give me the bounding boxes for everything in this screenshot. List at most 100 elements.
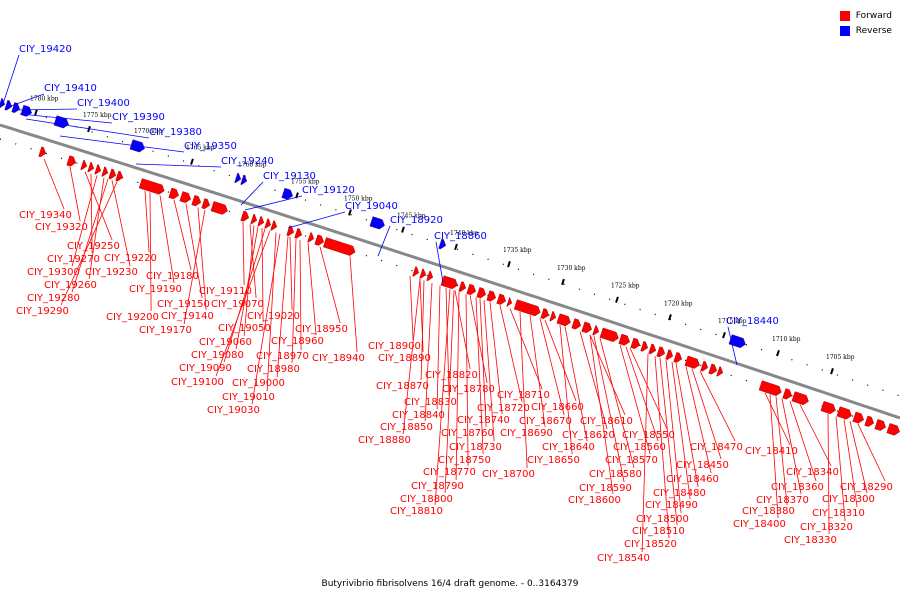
forward-gene-label[interactable]: CIY_18490 <box>645 500 698 511</box>
reverse-gene-label[interactable]: CIY_19040 <box>345 201 398 212</box>
forward-gene-label[interactable]: CIY_18700 <box>482 469 535 480</box>
forward-gene-block[interactable] <box>323 237 357 256</box>
forward-gene-label[interactable]: CIY_18360 <box>771 482 824 493</box>
forward-gene-label[interactable]: CIY_19000 <box>232 378 285 389</box>
forward-gene-block[interactable] <box>540 308 551 320</box>
forward-gene-block[interactable] <box>138 178 166 196</box>
forward-gene-block[interactable] <box>264 218 273 230</box>
forward-gene-label[interactable]: CIY_19030 <box>207 405 260 416</box>
forward-gene-block[interactable] <box>506 296 514 308</box>
forward-gene-block[interactable] <box>513 299 542 318</box>
forward-gene-label[interactable]: CIY_19290 <box>16 306 69 317</box>
forward-gene-block[interactable] <box>700 360 710 372</box>
reverse-gene-block[interactable] <box>4 99 14 111</box>
forward-gene-block[interactable] <box>791 391 810 407</box>
reverse-gene-label[interactable]: CIY_19350 <box>184 141 237 152</box>
forward-gene-label[interactable]: CIY_18780 <box>442 384 495 395</box>
forward-gene-block[interactable] <box>426 270 435 282</box>
forward-gene-label[interactable]: CIY_18450 <box>676 460 729 471</box>
forward-gene-block[interactable] <box>94 164 103 175</box>
forward-gene-label[interactable]: CIY_18520 <box>624 539 677 550</box>
forward-gene-label[interactable]: CIY_18970 <box>256 351 309 362</box>
forward-gene-label[interactable]: CIY_18660 <box>531 402 584 413</box>
forward-gene-label[interactable]: CIY_19200 <box>106 312 159 323</box>
forward-gene-label[interactable]: CIY_18900 <box>368 341 421 352</box>
reverse-gene-label[interactable]: CIY_19410 <box>44 83 97 94</box>
forward-gene-label[interactable]: CIY_18690 <box>500 428 553 439</box>
forward-gene-block[interactable] <box>179 191 193 204</box>
forward-gene-label[interactable]: CIY_18550 <box>622 430 675 441</box>
forward-gene-label[interactable]: CIY_19190 <box>129 284 182 295</box>
forward-gene-label[interactable]: CIY_18510 <box>632 526 685 537</box>
forward-gene-label[interactable]: CIY_18820 <box>425 370 478 381</box>
forward-gene-block[interactable] <box>716 366 725 377</box>
reverse-gene-block[interactable] <box>240 174 249 186</box>
forward-gene-block[interactable] <box>656 346 667 359</box>
legend-reverse[interactable]: Reverse <box>839 23 892 38</box>
forward-gene-label[interactable]: CIY_18750 <box>438 455 491 466</box>
forward-gene-label[interactable]: CIY_19300 <box>27 267 80 278</box>
forward-gene-label[interactable]: CIY_18790 <box>411 481 464 492</box>
forward-gene-label[interactable]: CIY_19170 <box>139 325 192 336</box>
forward-gene-block[interactable] <box>270 220 279 232</box>
forward-gene-label[interactable]: CIY_19320 <box>35 222 88 233</box>
forward-gene-label[interactable]: CIY_19070 <box>211 299 264 310</box>
forward-gene-label[interactable]: CIY_18800 <box>400 494 453 505</box>
forward-gene-label[interactable]: CIY_19110 <box>199 286 252 297</box>
forward-gene-block[interactable] <box>307 232 316 243</box>
forward-gene-label[interactable]: CIY_18480 <box>653 488 706 499</box>
forward-gene-label[interactable]: CIY_18410 <box>745 446 798 457</box>
forward-gene-block[interactable] <box>864 415 876 428</box>
forward-gene-label[interactable]: CIY_19060 <box>199 337 252 348</box>
forward-gene-label[interactable]: CIY_18720 <box>477 403 530 414</box>
forward-gene-block[interactable] <box>440 275 459 290</box>
reverse-gene-label[interactable]: CIY_19420 <box>19 44 72 55</box>
forward-gene-label[interactable]: CIY_18710 <box>497 390 550 401</box>
forward-gene-label[interactable]: CIY_18340 <box>786 467 839 478</box>
forward-gene-label[interactable]: CIY_18290 <box>840 482 893 493</box>
forward-gene-block[interactable] <box>852 411 866 425</box>
forward-gene-block[interactable] <box>412 266 421 277</box>
forward-gene-block[interactable] <box>466 283 478 296</box>
forward-gene-label[interactable]: CIY_18540 <box>597 553 650 564</box>
forward-gene-label[interactable]: CIY_18760 <box>441 428 494 439</box>
forward-gene-block[interactable] <box>640 341 650 352</box>
reverse-gene-label[interactable]: CIY_19380 <box>149 127 202 138</box>
forward-gene-block[interactable] <box>836 406 853 421</box>
forward-gene-block[interactable] <box>108 168 118 180</box>
forward-gene-label[interactable]: CIY_18650 <box>527 455 580 466</box>
forward-gene-label[interactable]: CIY_19100 <box>171 377 224 388</box>
forward-gene-label[interactable]: CIY_19280 <box>27 293 80 304</box>
reverse-gene-label[interactable]: CIY_18920 <box>390 215 443 226</box>
forward-gene-block[interactable] <box>758 380 783 397</box>
forward-gene-label[interactable]: CIY_19180 <box>146 271 199 282</box>
forward-gene-block[interactable] <box>38 146 48 158</box>
forward-gene-block[interactable] <box>630 337 642 350</box>
forward-gene-label[interactable]: CIY_18960 <box>271 336 324 347</box>
forward-gene-label[interactable]: CIY_18880 <box>358 435 411 446</box>
forward-gene-label[interactable]: CIY_18730 <box>449 442 502 453</box>
forward-gene-block[interactable] <box>201 198 212 210</box>
forward-gene-block[interactable] <box>294 228 304 239</box>
forward-gene-label[interactable]: CIY_18400 <box>733 519 786 530</box>
forward-gene-label[interactable]: CIY_18850 <box>380 422 433 433</box>
forward-gene-label[interactable]: CIY_18770 <box>423 467 476 478</box>
forward-gene-block[interactable] <box>168 187 181 200</box>
forward-gene-label[interactable]: CIY_19270 <box>47 254 100 265</box>
forward-gene-block[interactable] <box>820 401 837 415</box>
forward-gene-block[interactable] <box>708 363 719 376</box>
forward-gene-block[interactable] <box>496 293 508 306</box>
forward-gene-label[interactable]: CIY_18300 <box>822 494 875 505</box>
reverse-gene-label[interactable]: CIY_19390 <box>112 112 165 123</box>
forward-gene-label[interactable]: CIY_18580 <box>589 469 642 480</box>
forward-gene-block[interactable] <box>549 311 558 322</box>
forward-gene-block[interactable] <box>592 325 601 336</box>
forward-gene-label[interactable]: CIY_18980 <box>247 364 300 375</box>
forward-gene-label[interactable]: CIY_19080 <box>191 350 244 361</box>
forward-gene-label[interactable]: CIY_19220 <box>104 253 157 264</box>
forward-gene-label[interactable]: CIY_18810 <box>390 506 443 517</box>
forward-gene-block[interactable] <box>599 327 620 343</box>
legend-forward[interactable]: Forward <box>839 8 892 23</box>
forward-gene-label[interactable]: CIY_19340 <box>19 210 72 221</box>
forward-gene-label[interactable]: CIY_18830 <box>404 397 457 408</box>
